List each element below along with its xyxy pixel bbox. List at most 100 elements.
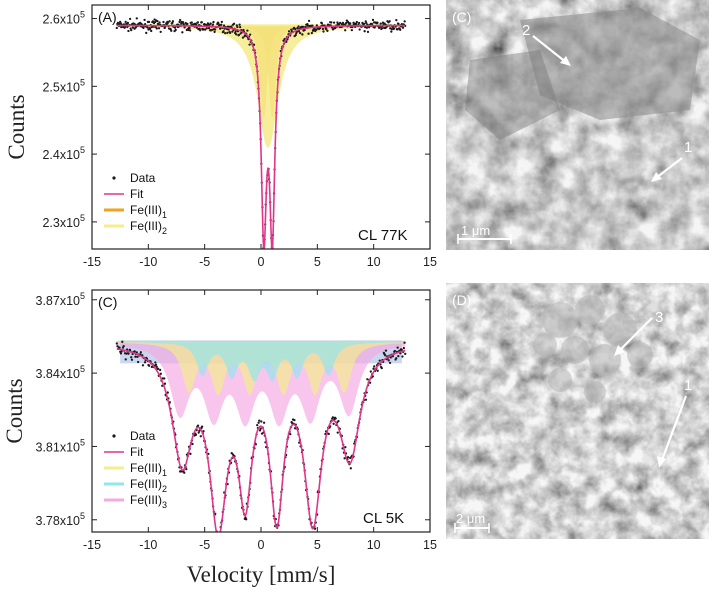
- component-area: [116, 340, 407, 382]
- legend-label: Fe(III)3: [130, 493, 167, 510]
- data-point: [126, 21, 130, 25]
- data-point: [235, 33, 238, 36]
- legend-label: Fit: [130, 445, 144, 459]
- panel-a: -15 -10 -5 0 5 10 15 2.3x105 2.4x105 2.5x105 2.6x1…: [4, 4, 437, 269]
- data-point: [181, 21, 185, 24]
- data-point: [246, 29, 249, 32]
- data-point: [162, 20, 165, 24]
- marker-number: 2: [522, 22, 530, 39]
- x-tick-label: -10: [139, 255, 157, 269]
- data-point: [313, 527, 317, 530]
- data-point: [395, 357, 398, 360]
- sem-plate: [520, 8, 700, 120]
- data-point: [380, 27, 384, 30]
- x-tick-label: 0: [258, 538, 265, 552]
- data-point: [212, 20, 215, 24]
- legend-item-fe3: Fe(III)3: [104, 493, 167, 510]
- legend-item-data: Data: [112, 429, 156, 443]
- marker-arrowhead: [560, 56, 571, 66]
- data-point: [341, 21, 345, 24]
- data-point: [214, 28, 217, 31]
- marker-arrow: [660, 395, 688, 461]
- y-axis-title: Counts: [2, 378, 27, 443]
- data-point: [388, 361, 392, 365]
- data-point: [188, 26, 191, 30]
- legend-item-fe2: Fe(III)2: [104, 477, 167, 494]
- legend-item-fe1: Fe(III)1: [104, 203, 167, 220]
- data-point: [230, 452, 233, 455]
- data-point: [371, 18, 375, 22]
- data-point: [125, 352, 128, 355]
- data-point: [236, 25, 239, 29]
- data-point: [151, 20, 155, 23]
- data-point: [242, 28, 245, 32]
- data-point: [199, 29, 202, 32]
- data-point: [376, 21, 379, 24]
- data-point: [218, 538, 220, 540]
- data-point: [376, 369, 379, 372]
- x-tick-label: -10: [139, 538, 157, 552]
- data-point: [229, 31, 232, 35]
- data-point: [260, 420, 263, 423]
- y-tick-label: 3.81x105: [36, 437, 86, 454]
- data-point: [145, 31, 148, 35]
- data-point: [384, 354, 387, 357]
- data-point: [127, 352, 130, 355]
- data-point: [404, 352, 407, 355]
- data-point: [190, 21, 193, 24]
- data-point: [155, 365, 158, 368]
- data-point: [183, 471, 186, 474]
- x-tick-label: 0: [258, 255, 265, 269]
- data-point: [136, 360, 140, 364]
- data-point: [170, 29, 173, 32]
- data-point: [241, 36, 245, 39]
- micrograph-d: (D) 3 1 2 μm: [446, 283, 709, 539]
- data-point: [205, 27, 208, 30]
- data-point: [220, 23, 223, 26]
- data-point: [197, 431, 200, 434]
- data-point: [124, 358, 127, 361]
- data-point: [134, 355, 137, 358]
- data-point: [311, 24, 314, 27]
- data-point: [166, 391, 169, 394]
- data-point: [171, 20, 175, 23]
- data-point: [173, 26, 177, 29]
- data-point: [135, 351, 138, 354]
- marker-arrowhead: [614, 345, 625, 356]
- data-point: [315, 24, 318, 27]
- data-point: [332, 422, 335, 425]
- data-point: [116, 21, 120, 25]
- marker-number: 3: [655, 309, 663, 326]
- data-point: [158, 21, 161, 24]
- data-point: [297, 25, 300, 28]
- marker-number: 1: [684, 377, 692, 394]
- data-point: [330, 21, 333, 24]
- data-point: [327, 432, 330, 436]
- temperature-label: CL 5K: [363, 510, 404, 527]
- legend-label: Data: [130, 171, 156, 185]
- data-point: [258, 429, 262, 432]
- data-point: [147, 20, 151, 24]
- data-point: [365, 26, 369, 29]
- data-point: [344, 446, 347, 449]
- data-point: [331, 416, 335, 419]
- data-point: [211, 23, 215, 26]
- data-point: [217, 22, 220, 25]
- data-point: [400, 23, 404, 26]
- data-point: [153, 18, 156, 21]
- data-point: [366, 30, 370, 34]
- data-point: [403, 20, 406, 23]
- data-point: [143, 18, 146, 22]
- data-point: [366, 378, 369, 381]
- data-point: [135, 17, 138, 20]
- x-tick-label: 10: [367, 538, 381, 552]
- x-tick-label: 15: [423, 255, 437, 269]
- data-point: [259, 427, 262, 430]
- data-point: [128, 17, 132, 20]
- data-point: [200, 425, 204, 428]
- data-point: [130, 358, 134, 361]
- data-point: [384, 349, 388, 352]
- data-point: [337, 420, 340, 423]
- data-point: [358, 28, 361, 31]
